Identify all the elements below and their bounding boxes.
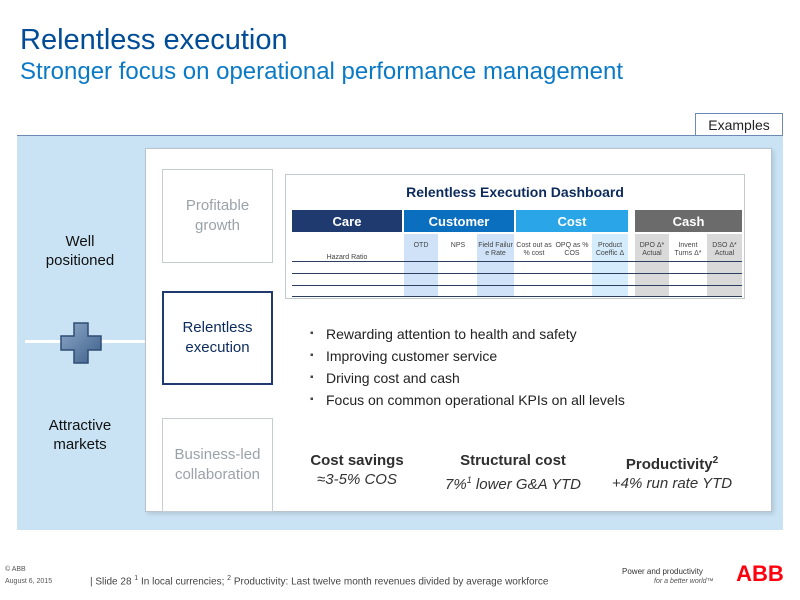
metric-value: 7%1 lower G&A YTD bbox=[438, 470, 588, 495]
attractive-markets-label: Attractive markets bbox=[48, 417, 112, 453]
footnote-2-text: Productivity: Last twelve month revenues… bbox=[231, 576, 549, 588]
bullet-item: Driving cost and cash bbox=[310, 368, 625, 390]
dashboard-row-line bbox=[292, 296, 742, 297]
metric-value: ≈3-5% COS bbox=[317, 471, 397, 488]
column-cost-out: Cost out as % cost bbox=[516, 242, 552, 257]
dashboard-title: Relentless Execution Dashboard bbox=[406, 184, 624, 200]
column-nps: NPS bbox=[450, 242, 466, 249]
footnote: | Slide 28 1 In local currencies; 2 Prod… bbox=[90, 575, 548, 587]
profitable-growth-label: Profitable growth bbox=[185, 197, 250, 234]
footnote-2-marker: 2 bbox=[227, 575, 232, 582]
metric-title: Productivity2 bbox=[597, 451, 747, 474]
column-dpo: DPO Δ* Actual bbox=[635, 234, 669, 296]
metric-structural-cost: Structural cost 7%1 lower G&A YTD bbox=[438, 451, 588, 495]
dashboard: Relentless Execution Dashboard Care Cust… bbox=[285, 174, 745, 299]
column-product-coeffic: Product Coeffic Δ bbox=[592, 234, 628, 296]
slide-number: | Slide 28 bbox=[90, 576, 135, 588]
column-otd: OTD bbox=[404, 234, 438, 296]
page-title: Relentless execution bbox=[20, 24, 288, 56]
relentless-execution-box: Relentless execution bbox=[162, 291, 273, 385]
dashboard-row-line bbox=[292, 273, 742, 274]
metric-productivity: Productivity2 +4% run rate YTD bbox=[597, 451, 747, 494]
business-led-collaboration-label: Business-led collaboration bbox=[174, 446, 261, 483]
metric-title: Structural cost bbox=[460, 452, 566, 469]
tagline-line2: for a better world™ bbox=[654, 578, 714, 585]
bullet-list: Rewarding attention to health and safety… bbox=[310, 324, 625, 412]
metric-value-rest: lower G&A YTD bbox=[471, 476, 581, 493]
copyright: © ABB bbox=[5, 566, 26, 573]
metric-title: Cost savings bbox=[310, 452, 404, 469]
column-opq: OPQ as % COS bbox=[555, 242, 589, 257]
abb-logo-text: ABB bbox=[736, 562, 784, 584]
business-led-collaboration-box: Business-led collaboration bbox=[162, 418, 273, 512]
page-subtitle: Stronger focus on operational performanc… bbox=[20, 58, 624, 85]
footer-date: August 6, 2015 bbox=[5, 578, 53, 585]
profitable-growth-box: Profitable growth bbox=[162, 169, 273, 263]
metric-title-main: Productivity bbox=[625, 456, 713, 473]
abb-logo: ABB bbox=[736, 562, 784, 584]
column-invent-turns: Invent Turns Δ* bbox=[674, 242, 702, 257]
column-hazard-ratio: Hazard Ratio bbox=[326, 254, 368, 261]
metric-value-main: 7% bbox=[445, 476, 467, 493]
relentless-execution-label: Relentless execution bbox=[182, 319, 253, 356]
footnote-1-marker: 1 bbox=[466, 475, 472, 485]
bullet-item: Improving customer service bbox=[310, 346, 625, 368]
metric-value: +4% run rate YTD bbox=[611, 475, 733, 492]
bullet-item: Rewarding attention to health and safety bbox=[310, 324, 625, 346]
category-customer: Customer bbox=[404, 210, 514, 232]
category-cost: Cost bbox=[516, 210, 628, 232]
category-care: Care bbox=[292, 210, 402, 232]
tagline-line1: Power and productivity bbox=[622, 567, 703, 576]
column-field-failure-rate: Field Failur e Rate bbox=[477, 234, 514, 296]
category-cash: Cash bbox=[635, 210, 742, 232]
well-positioned-label: Well positioned bbox=[45, 233, 115, 269]
dashboard-row-line bbox=[292, 285, 742, 286]
examples-tab: Examples bbox=[695, 113, 783, 135]
column-dso: DSO Δ* Actual bbox=[707, 234, 742, 296]
footnote-1-text: In local currencies; bbox=[138, 576, 228, 588]
footnote-2-marker: 2 bbox=[712, 455, 719, 466]
plus-cross-icon bbox=[60, 322, 102, 364]
bullet-item: Focus on common operational KPIs on all … bbox=[310, 390, 625, 412]
dashboard-row-line bbox=[292, 261, 742, 262]
metric-cost-savings: Cost savings ≈3-5% COS bbox=[282, 451, 432, 490]
footnote-1-marker: 1 bbox=[134, 575, 139, 582]
